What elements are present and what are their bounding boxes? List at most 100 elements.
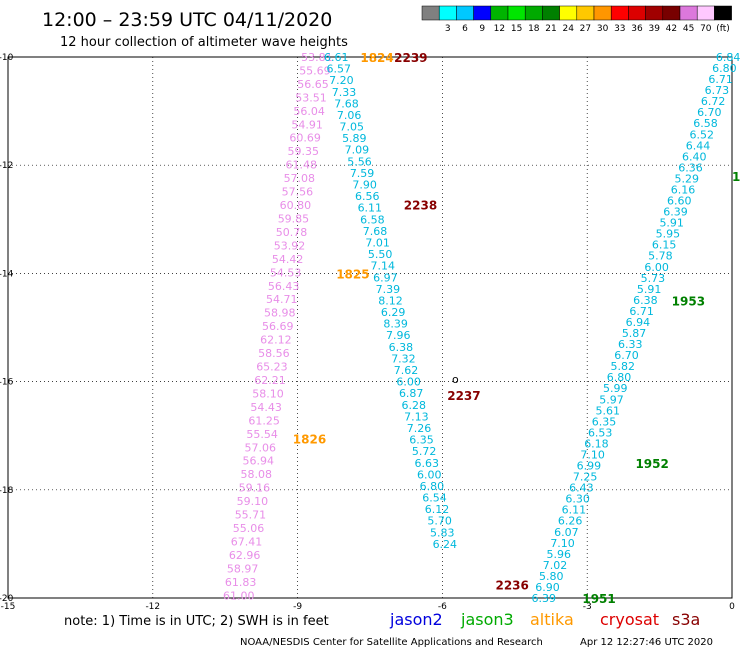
wave-height-label: 7.01 [365,236,390,249]
y-tick-label: -16 [0,378,14,388]
wave-height-label: 7.20 [329,74,354,87]
wave-height-label: 6.36 [678,161,703,174]
time-labels: 1824 2239 2238 1825 2237 1826 2236 1953 1952 1951… [293,51,740,606]
wave-height-label: 8.39 [383,318,408,331]
scale-label: 70 [700,24,712,34]
wave-height-label: 53.81 [301,51,333,64]
wave-height-label: 5.89 [342,132,367,145]
wave-height-label: 6.72 [701,95,726,108]
scale-label: 24 [562,24,574,34]
wave-height-label: 6.15 [652,239,677,252]
wave-height-label: 7.05 [339,121,364,134]
wave-height-label: 5.96 [547,548,572,561]
wave-height-label: 6.80 [712,62,737,75]
wave-height-label: 6.71 [708,73,733,86]
pass-time-label: 1951 [582,592,615,606]
plot-frame [7,56,733,599]
scale-label: 42 [666,24,677,34]
wave-height-label: 55.69 [299,64,331,77]
wave-height-label: 5.99 [603,382,628,395]
wave-height-label: 7.10 [580,448,605,461]
wave-height-label: 54.91 [291,118,323,131]
wave-height-label: 5.91 [659,217,684,230]
wave-height-label: 58.56 [258,347,290,360]
wave-height-label: 6.80 [420,480,445,493]
wave-height-label: 7.26 [407,422,432,435]
wave-height-label: 57.56 [282,186,314,199]
wave-height-label: 54.71 [266,293,298,306]
wave-height-label: 6.18 [584,437,609,450]
wave-height-label: 62.96 [229,549,261,562]
scale-swatch [714,5,732,21]
wave-height-label: 6.53 [588,426,613,439]
wave-height-label: 65.23 [256,361,288,374]
wave-height-label: 6.35 [409,434,434,447]
scale-label: 6 [462,24,468,34]
wave-height-label: 5.72 [412,445,437,458]
wave-height-label: 7.90 [352,179,377,192]
scale-swatch [696,5,715,21]
scale-swatch [473,5,492,21]
chart-title: 12:00 – 23:59 UTC 04/11/2020 [42,9,332,31]
scale-label: 3 [445,24,451,34]
satellite-name-jason2: jason2 [389,610,443,629]
x-tick-label: -6 [438,602,447,612]
wave-height-label: 67.41 [231,535,263,548]
wave-height-label: 6.00 [417,468,442,481]
wave-height-label: 6.30 [565,493,590,506]
wave-height-label: 61.25 [248,414,280,427]
wave-height-label: 6.90 [535,581,560,594]
wave-height-label: 7.10 [550,537,575,550]
satellite-tracks: 53.8155.6956.6553.5156.0454.9160.6959.35… [223,51,740,605]
wave-height-label: 7.32 [391,352,416,365]
pass-time-label: 2236 [495,578,528,592]
wave-height-label: 58.97 [227,562,259,575]
pass-time-label: 2237 [447,389,480,403]
satellite-name-jason3: jason3 [460,610,514,629]
wave-height-label: 59.10 [237,495,269,508]
wave-height-label: 61.00 [223,589,255,602]
scale-label: 21 [545,24,556,34]
wave-height-label: 60.69 [289,132,321,145]
scale-label: 18 [528,24,540,34]
scale-swatch [662,5,681,21]
wave-height-label: 6.63 [414,457,439,470]
wave-height-label: 6.97 [373,271,398,284]
y-tick-label: -20 [0,594,14,604]
wave-height-label: 6.38 [389,341,414,354]
wave-height-label: 5.29 [674,172,699,185]
wave-height-label: 7.33 [332,86,357,99]
satellite-name-altika: altika [530,610,574,629]
wave-height-label: 8.12 [378,294,403,307]
wave-height-label: 6.11 [358,202,383,215]
wave-height-label: 6.52 [690,128,715,141]
wave-height-label: 62.21 [254,374,286,387]
wave-height-label: 6.26 [558,515,583,528]
pass-time-label: 2239 [394,51,427,65]
pass-time-label: 1825 [336,267,369,281]
wave-height-label: 7.62 [394,364,419,377]
wave-height-label: 5.80 [539,570,564,583]
scale-label: 45 [683,24,694,34]
wave-height-label: 5.73 [641,272,666,285]
scale-swatch [628,5,646,21]
wave-height-label: 5.70 [427,515,452,528]
wave-height-label: 6.00 [396,376,421,389]
wave-height-label: 6.54 [422,492,447,505]
wave-height-label: 7.59 [350,167,375,180]
satellite-name-s3a: s3a [672,610,700,629]
wave-height-label: 56.04 [293,105,325,118]
wave-height-label: 58.10 [252,387,284,400]
wave-height-label: 6.57 [327,63,352,76]
wave-height-label: 7.68 [334,97,359,110]
x-tick-label: 0 [729,602,735,612]
wave-height-label: 5.95 [656,228,681,241]
scale-swatch [679,5,698,21]
wave-height-label: 6.35 [592,415,617,428]
wave-height-label: 53.92 [274,239,306,252]
x-tick-label: -15 [1,602,16,612]
wave-height-label: 59.16 [239,482,271,495]
wave-height-label: 55.06 [233,522,265,535]
scale-label: 36 [631,24,643,34]
